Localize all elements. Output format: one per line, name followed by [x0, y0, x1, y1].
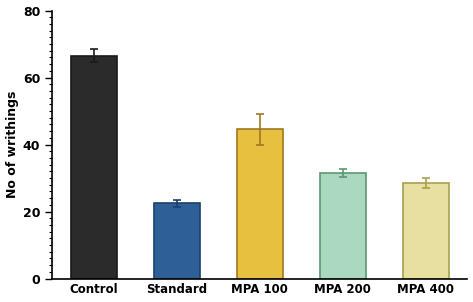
- Bar: [71, 56, 116, 278]
- Bar: [320, 173, 366, 278]
- Bar: [237, 130, 282, 278]
- Bar: [403, 183, 448, 278]
- Bar: [154, 203, 200, 278]
- Y-axis label: No of writhings: No of writhings: [6, 91, 18, 198]
